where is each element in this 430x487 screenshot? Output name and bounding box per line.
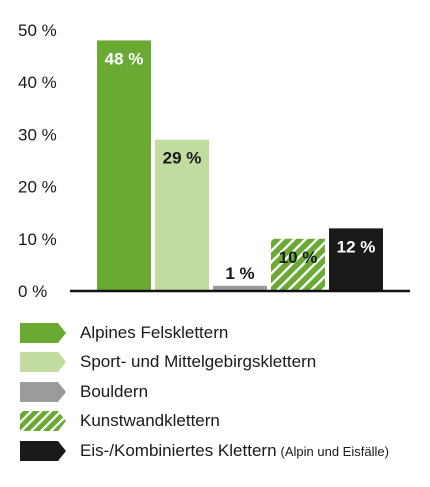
legend-swatch-icon (20, 411, 66, 432)
y-tick-label: 40 % (18, 73, 57, 92)
legend-swatch-icon (20, 440, 66, 461)
legend-item-bouldern: Bouldern (20, 377, 425, 407)
legend-swatch-icon (20, 322, 66, 343)
y-tick-label: 50 % (18, 21, 57, 40)
legend-label: Alpines Felsklettern (80, 322, 229, 342)
legend-label: Bouldern (80, 381, 149, 401)
bar (213, 285, 267, 291)
legend-item-eis-kombiniertes-klettern: Eis-/Kombiniertes Klettern (Alpin und Eis… (20, 436, 425, 466)
y-tick-label: 20 % (18, 178, 57, 197)
data-label: 29 % (163, 149, 202, 168)
bar (155, 139, 209, 291)
bar (329, 228, 383, 291)
data-label: 48 % (105, 49, 144, 68)
bar (97, 40, 151, 291)
legend-item-alpines-felsklettern: Alpines Felsklettern (20, 318, 425, 348)
y-tick-label: 30 % (18, 125, 57, 144)
y-tick-label: 10 % (18, 230, 57, 249)
legend-item-sport-mittelgebirgsklettern: Sport- und Mittelgebirgsklettern (20, 348, 425, 378)
legend-label: Kunstwandklettern (80, 411, 220, 431)
legend-swatch-icon (20, 381, 66, 402)
bar-chart: 0 % 10 % 20 % 30 % 40 % 50 % 48 % 29 % 1 % 10 % 1… (18, 21, 410, 300)
y-tick-label: 0 % (18, 282, 47, 300)
bar (271, 238, 325, 291)
legend-swatch-icon (20, 352, 66, 373)
data-label: 12 % (337, 237, 376, 256)
legend: Alpines Felsklettern Sport- und Mittelge… (20, 318, 425, 466)
data-label: 1 % (225, 264, 254, 283)
legend-label: Eis-/Kombiniertes Klettern (Alpin und Eis… (80, 440, 389, 460)
data-label: 10 % (279, 248, 318, 267)
legend-label: Sport- und Mittelgebirgsklettern (80, 352, 317, 372)
legend-item-kunstwandklettern: Kunstwandklettern (20, 407, 425, 437)
